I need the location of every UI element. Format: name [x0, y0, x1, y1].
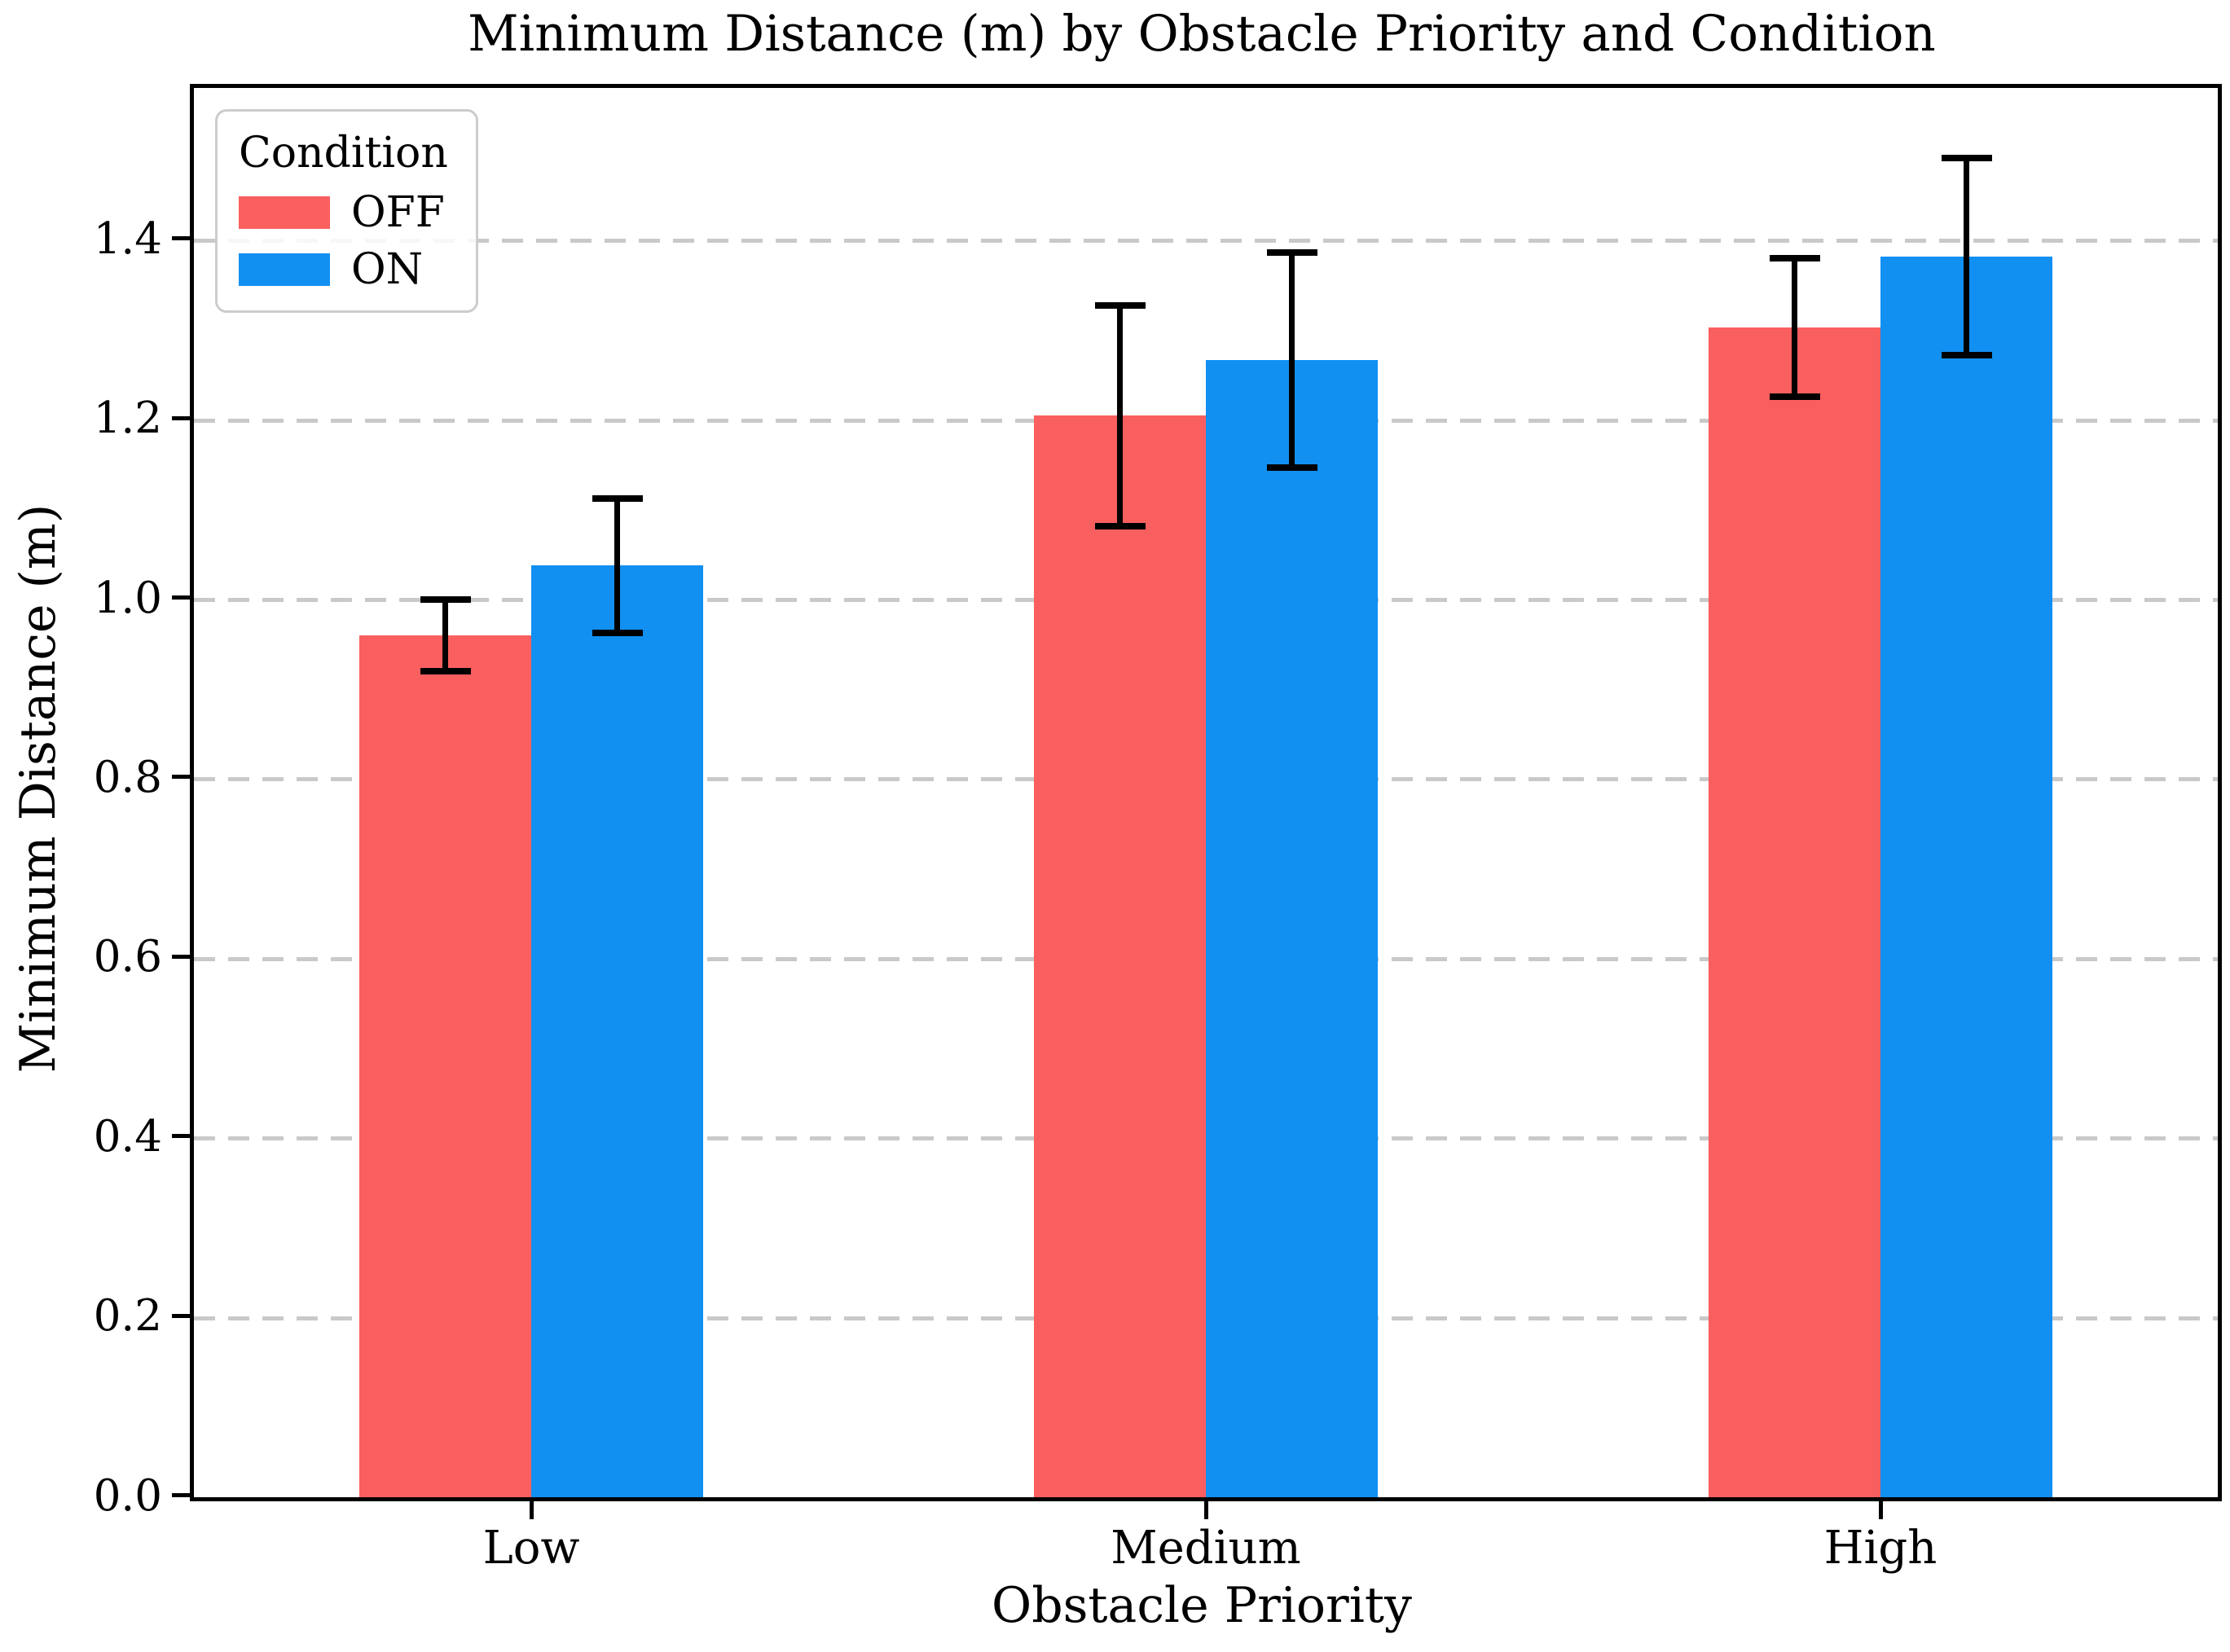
y-tick-label-0.2: 0.2 [93, 1291, 162, 1342]
errorbar-high-off [1792, 258, 1797, 398]
bar-high-off [1709, 327, 1880, 1497]
errorbar-cap-top-low-off [420, 596, 471, 604]
legend-item-off: OFF [239, 191, 448, 234]
y-tick-0.0 [172, 1493, 190, 1497]
errorbar-cap-bottom-low-off [420, 668, 471, 675]
errorbar-cap-top-medium-off [1094, 301, 1146, 309]
errorbar-cap-bottom-low-on [592, 629, 643, 636]
x-tick-label-low: Low [482, 1522, 580, 1575]
legend-label-off: OFF [351, 188, 445, 237]
legend-title: Condition [239, 129, 448, 178]
y-tick-label-0.6: 0.6 [93, 932, 162, 982]
errorbar-cap-top-medium-on [1266, 248, 1317, 256]
y-tick-0.6 [172, 954, 190, 959]
x-axis-label: Obstacle Priority [992, 1577, 1412, 1634]
bar-low-on [531, 565, 703, 1497]
bar-medium-on [1206, 359, 1378, 1497]
plot-area: Condition OFF ON [190, 84, 2222, 1501]
bar-low-off [359, 635, 531, 1497]
y-tick-0.2 [172, 1313, 190, 1318]
errorbar-cap-bottom-high-off [1769, 393, 1820, 401]
errorbar-cap-bottom-high-on [1941, 352, 1992, 359]
x-tick-medium [1203, 1501, 1208, 1519]
errorbar-low-off [442, 600, 448, 672]
errorbar-high-on [1964, 157, 1969, 356]
chart-title: Minimum Distance (m) by Obstacle Priorit… [468, 5, 1936, 63]
y-tick-label-0.4: 0.4 [93, 1111, 162, 1162]
y-tick-label-1.0: 1.0 [93, 573, 162, 623]
y-tick-0.8 [172, 775, 190, 780]
errorbar-cap-top-high-on [1941, 154, 1992, 161]
legend-item-on: ON [239, 248, 448, 291]
legend: Condition OFF ON [215, 109, 478, 313]
y-tick-1.4 [172, 236, 190, 241]
x-tick-high [1878, 1501, 1883, 1519]
errorbar-cap-bottom-medium-off [1094, 522, 1146, 529]
y-tick-label-0.0: 0.0 [93, 1470, 162, 1521]
legend-label-on: ON [351, 245, 424, 294]
errorbar-medium-on [1289, 252, 1295, 468]
errorbar-low-on [614, 498, 620, 633]
legend-swatch-on-icon [239, 253, 330, 286]
y-tick-label-1.4: 1.4 [93, 213, 162, 264]
errorbar-cap-bottom-medium-on [1266, 464, 1317, 472]
legend-swatch-off-icon [239, 196, 330, 229]
errorbar-cap-top-high-off [1769, 255, 1820, 262]
errorbar-medium-off [1117, 305, 1123, 526]
y-tick-label-1.2: 1.2 [93, 393, 162, 444]
gridline-1.4 [194, 239, 2218, 244]
y-tick-0.4 [172, 1134, 190, 1139]
x-tick-low [529, 1501, 534, 1519]
y-tick-label-0.8: 0.8 [93, 752, 162, 802]
errorbar-cap-top-low-on [592, 494, 643, 502]
x-tick-label-high: High [1823, 1522, 1938, 1575]
bar-high-on [1880, 257, 2052, 1497]
x-tick-label-medium: Medium [1111, 1522, 1301, 1575]
bar-medium-off [1034, 415, 1206, 1497]
y-tick-1.2 [172, 415, 190, 420]
y-tick-1.0 [172, 595, 190, 600]
